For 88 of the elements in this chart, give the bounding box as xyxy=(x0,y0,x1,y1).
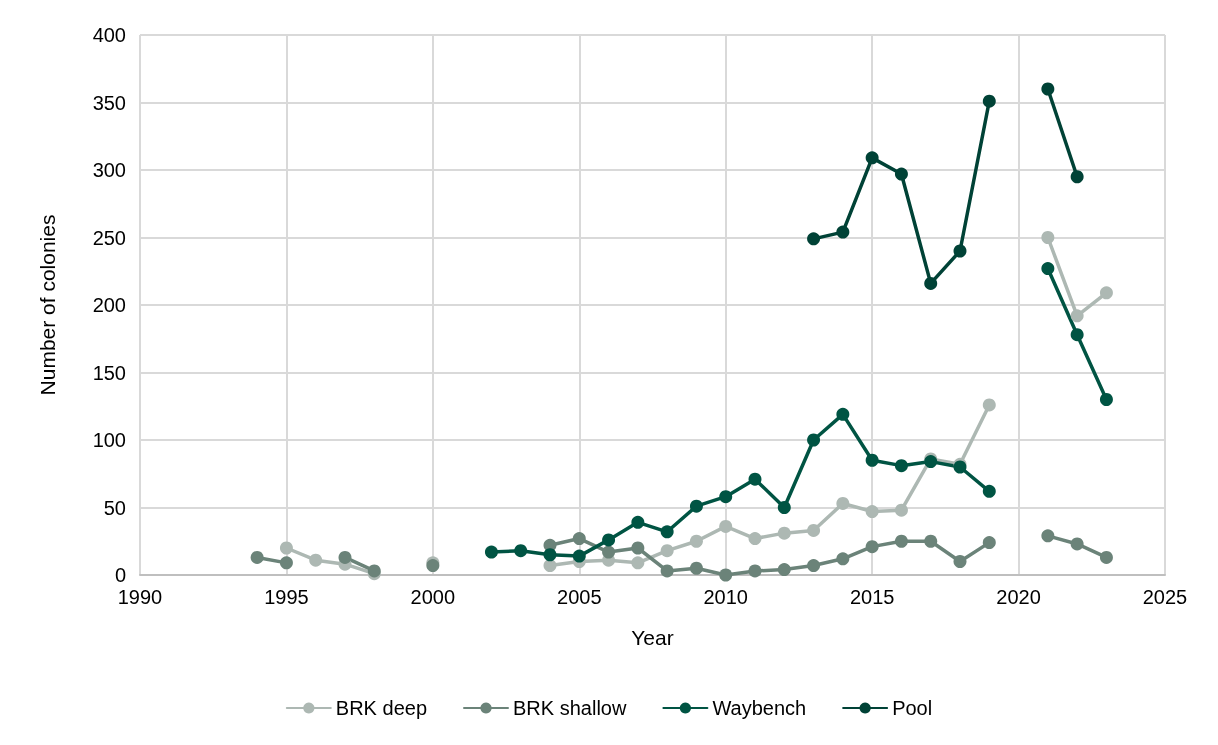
x-tick-label: 2025 xyxy=(1142,586,1188,608)
point xyxy=(631,515,645,529)
y-tick-label: 400 xyxy=(92,24,126,46)
point xyxy=(689,499,703,513)
point xyxy=(1041,529,1055,543)
point xyxy=(894,459,908,473)
point xyxy=(982,94,996,108)
point xyxy=(1099,393,1113,406)
point xyxy=(748,564,762,578)
point xyxy=(748,472,762,486)
point xyxy=(865,505,879,519)
x-tick-label: 2005 xyxy=(557,586,602,608)
y-tick-label: 150 xyxy=(92,361,126,384)
point xyxy=(338,550,352,564)
x-tick-label: 2020 xyxy=(996,586,1041,608)
legend-label: Waybench xyxy=(712,697,807,719)
point xyxy=(836,225,850,239)
x-tick-label: 1990 xyxy=(117,586,163,608)
point xyxy=(572,549,586,563)
point xyxy=(1070,537,1084,551)
y-tick-label: 200 xyxy=(92,294,126,316)
point xyxy=(279,541,293,555)
point xyxy=(777,526,791,540)
point xyxy=(572,532,586,546)
point xyxy=(514,544,528,558)
legend-label: BRK deep xyxy=(335,697,428,719)
point xyxy=(865,453,879,467)
point xyxy=(1099,286,1113,300)
point xyxy=(807,232,821,246)
point xyxy=(836,407,850,421)
point xyxy=(484,545,498,559)
point xyxy=(982,484,996,498)
point xyxy=(1041,262,1055,276)
point xyxy=(807,559,821,573)
point xyxy=(894,167,908,181)
point xyxy=(631,541,645,555)
y-tick-label: 350 xyxy=(92,91,126,114)
x-tick-label: 2015 xyxy=(849,586,895,608)
point xyxy=(894,503,908,517)
x-tick-label: 1995 xyxy=(264,586,309,608)
point xyxy=(689,561,703,575)
point xyxy=(631,556,645,570)
y-tick-label: 50 xyxy=(103,496,126,519)
point xyxy=(982,398,996,412)
point xyxy=(777,501,791,514)
point xyxy=(602,533,616,547)
legend-label: BRK shallow xyxy=(513,697,627,719)
point xyxy=(660,544,674,558)
point xyxy=(279,556,293,570)
y-tick-label: 300 xyxy=(92,159,126,181)
point xyxy=(689,534,703,548)
point xyxy=(309,553,323,567)
point xyxy=(807,433,821,447)
point xyxy=(924,534,938,548)
y-tick-label: 0 xyxy=(114,564,126,586)
point xyxy=(865,151,879,165)
point xyxy=(953,555,967,568)
point xyxy=(807,523,821,537)
point xyxy=(894,534,908,548)
point xyxy=(924,276,938,290)
x-axis-title: Year xyxy=(631,626,674,649)
y-tick-label: 250 xyxy=(92,226,126,249)
x-tick-label: 2000 xyxy=(410,586,456,608)
point xyxy=(1070,328,1084,342)
point xyxy=(777,563,791,577)
point xyxy=(1041,231,1055,244)
point xyxy=(1099,550,1113,564)
point xyxy=(982,536,996,550)
point xyxy=(1041,82,1055,96)
y-axis-title: Number of colonies xyxy=(36,214,59,396)
point xyxy=(602,545,616,559)
point xyxy=(865,540,879,554)
point xyxy=(719,519,733,533)
point xyxy=(660,564,674,578)
point xyxy=(719,490,733,504)
legend-label: Pool xyxy=(892,697,933,719)
point xyxy=(1070,170,1084,184)
point xyxy=(748,532,762,546)
point xyxy=(719,568,733,582)
point xyxy=(836,552,850,566)
point xyxy=(660,525,674,539)
point xyxy=(836,496,850,510)
x-tick-label: 2010 xyxy=(703,586,748,608)
point xyxy=(953,244,967,258)
point xyxy=(543,548,557,562)
point xyxy=(1070,309,1084,323)
point xyxy=(250,550,264,564)
y-tick-label: 100 xyxy=(92,429,126,451)
